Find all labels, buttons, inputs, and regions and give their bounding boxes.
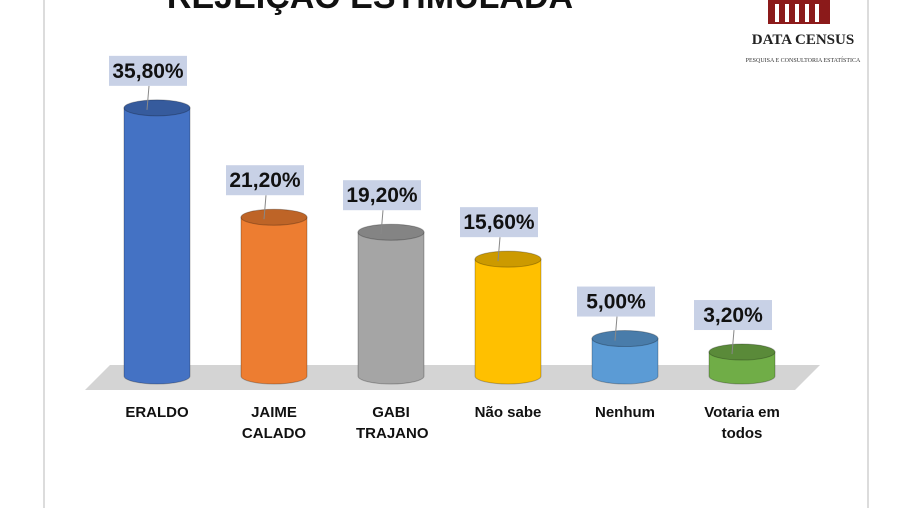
label-box bbox=[460, 207, 538, 238]
leader bbox=[731, 329, 735, 355]
label-box bbox=[343, 180, 421, 211]
x-tick-label: GABI TRAJANO bbox=[356, 404, 429, 442]
cylinder-top bbox=[708, 343, 776, 361]
cylinder-top bbox=[240, 208, 308, 226]
cylinder-top bbox=[474, 250, 542, 268]
cylinder bbox=[474, 258, 542, 385]
x-tick-label: Nenhum bbox=[595, 404, 655, 421]
logo-name: DATA CENSUS bbox=[752, 32, 854, 48]
value-label: 3,20% bbox=[703, 304, 763, 327]
value-label: 19,20% bbox=[346, 184, 418, 207]
value-label: 5,00% bbox=[586, 291, 646, 314]
value-label: 21,20% bbox=[229, 169, 301, 192]
cylinder bbox=[123, 107, 191, 385]
cylinder-top bbox=[123, 99, 191, 117]
x-tick-label: Não sabe bbox=[474, 404, 542, 421]
cylinder-top bbox=[591, 330, 659, 348]
leader bbox=[497, 237, 501, 262]
label-box bbox=[109, 55, 187, 86]
logo-icon bbox=[768, 0, 830, 24]
chart-title: REJEIÇÃO ESTIMULADA bbox=[167, 0, 573, 16]
label-box bbox=[577, 286, 655, 317]
leader bbox=[263, 195, 267, 220]
x-tick-label: Votaria em todos bbox=[704, 404, 780, 442]
label-box bbox=[226, 165, 304, 196]
cylinder bbox=[357, 231, 425, 385]
value-label: 35,80% bbox=[112, 60, 184, 83]
leader bbox=[146, 85, 150, 110]
logo-tagline: PESQUISA E CONSULTORIA ESTATÍSTICA bbox=[746, 56, 861, 64]
cylinder bbox=[708, 351, 776, 385]
label-box bbox=[694, 300, 772, 331]
x-tick-label: ERALDO bbox=[125, 404, 189, 421]
cylinder-top bbox=[357, 223, 425, 241]
x-tick-label: JAIME CALADO bbox=[241, 404, 307, 442]
value-label: 15,60% bbox=[463, 211, 535, 234]
cylinder bbox=[240, 216, 308, 385]
leader bbox=[380, 210, 384, 235]
cylinder bbox=[591, 338, 659, 385]
leader bbox=[614, 316, 618, 341]
